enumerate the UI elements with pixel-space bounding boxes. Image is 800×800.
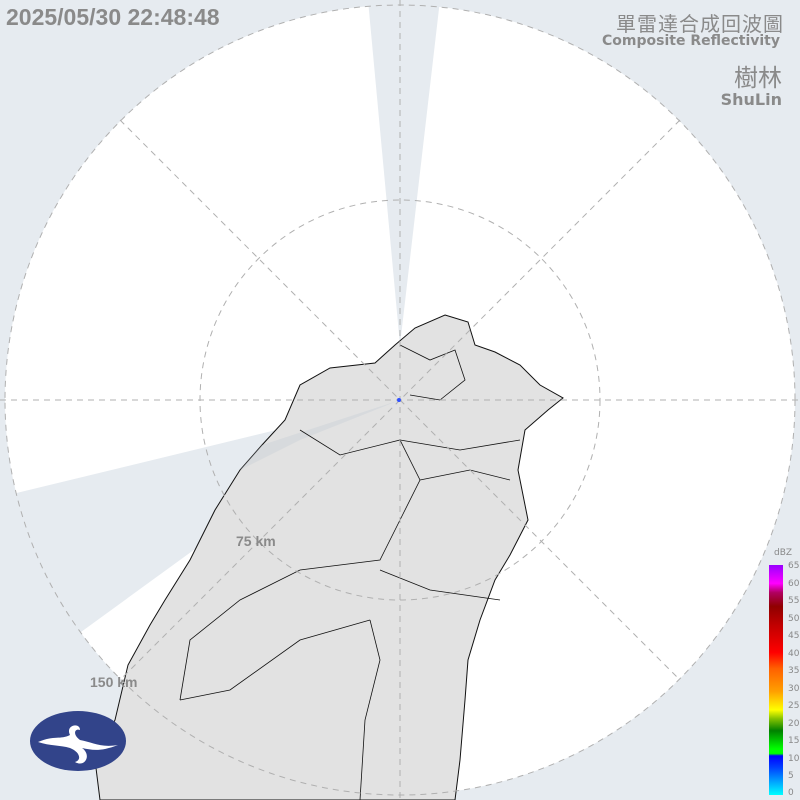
legend-tick: 65	[788, 561, 800, 571]
legend-tick: 60	[788, 579, 800, 589]
title-zh: 單雷達合成回波圖	[616, 12, 784, 36]
radar-echo	[397, 398, 401, 402]
legend-tick: 45	[788, 631, 800, 641]
legend-colorbar	[769, 565, 783, 795]
county-boundaries	[179, 344, 521, 800]
cwa-logo	[30, 711, 126, 771]
legend-tick: 40	[788, 649, 800, 659]
land-taiwan	[94, 314, 564, 800]
legend-tick: 20	[788, 719, 800, 729]
site-name-zh: 樹林	[734, 64, 782, 92]
site-name-en: ShuLin	[720, 90, 782, 109]
range-label-150: 150 km	[90, 674, 138, 690]
legend-tick: 0	[788, 788, 794, 798]
range-label-75: 75 km	[236, 533, 276, 549]
legend-unit: dBZ	[774, 548, 793, 558]
blocked-sector-north	[368, 0, 440, 345]
legend-tick: 55	[788, 596, 800, 606]
legend-tick: 25	[788, 701, 800, 711]
legend-tick: 50	[788, 614, 800, 624]
timestamp: 2025/05/30 22:48:48	[6, 4, 220, 30]
dbz-legend: dBZ 65 60 55 50 45 40 35 30 25 20 15 10 …	[760, 548, 800, 800]
title-en: Composite Reflectivity	[602, 33, 780, 49]
legend-tick: 5	[788, 771, 794, 781]
legend-tick: 10	[788, 754, 800, 764]
legend-tick: 30	[788, 684, 800, 694]
legend-tick: 15	[788, 736, 800, 746]
legend-tick: 35	[788, 666, 800, 676]
